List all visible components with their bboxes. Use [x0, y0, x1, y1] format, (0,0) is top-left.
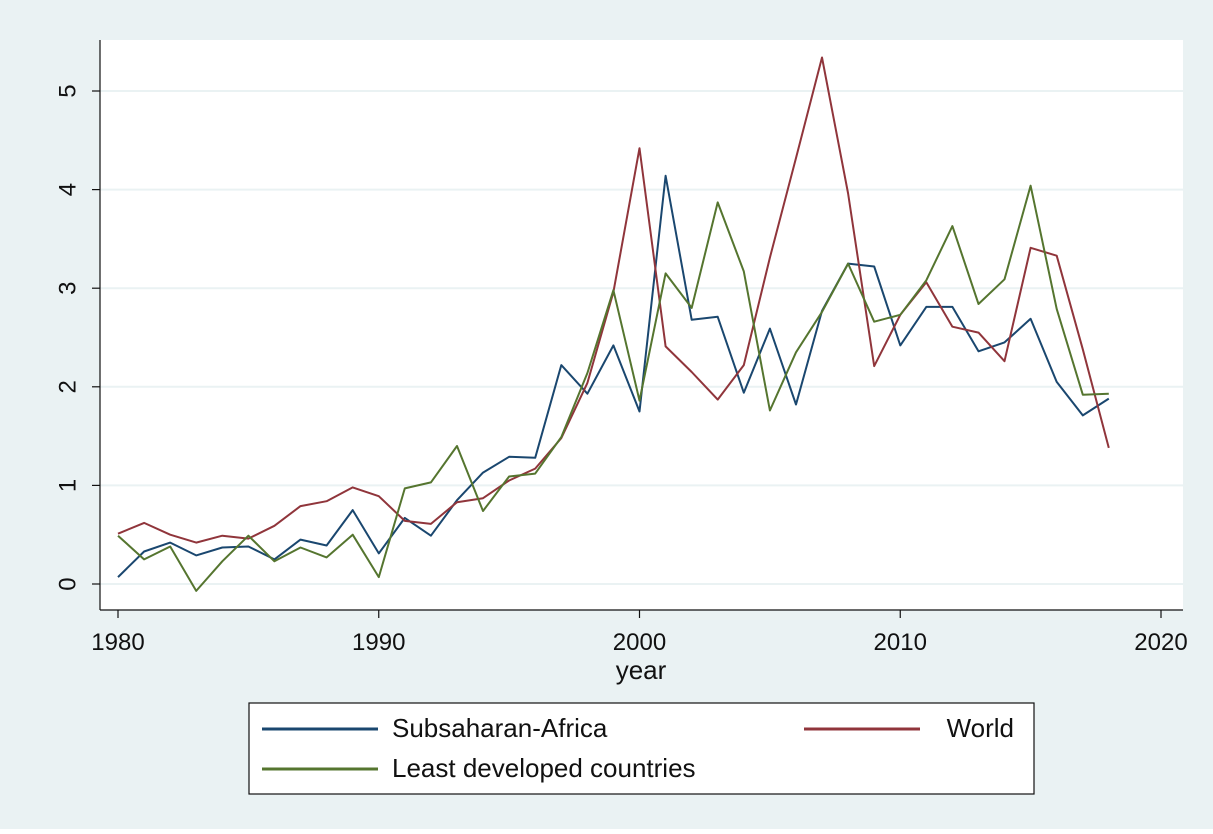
legend-label-subsaharan-africa: Subsaharan-Africa — [392, 713, 608, 743]
x-tick-label: 2000 — [613, 629, 666, 656]
y-tick-label: 2 — [55, 380, 82, 393]
series-line-least-developed-countries — [117, 184, 1109, 592]
y-tick-label: 4 — [55, 183, 82, 196]
y-tick-label: 0 — [55, 577, 82, 590]
legend-label-world: World — [947, 713, 1014, 743]
y-tick-label: 5 — [55, 84, 82, 97]
y-tick-label: 1 — [55, 479, 82, 492]
plot-background — [100, 40, 1183, 610]
legend-entries: Subsaharan-Africa World Least developed co… — [262, 713, 1014, 783]
axis-layer: 0 1 2 3 4 5 1980 1990 2000 2010 2020 — [55, 84, 1188, 656]
series-layer — [117, 56, 1110, 592]
x-tick-label: 1980 — [91, 629, 144, 656]
y-tick-label: 3 — [55, 282, 82, 295]
x-tick-label: 2010 — [874, 629, 927, 656]
x-tick-label: 2020 — [1134, 629, 1187, 656]
legend-box — [248, 702, 1035, 795]
legend: Subsaharan-Africa World Least developed co… — [248, 702, 1035, 795]
x-tick-label: 1990 — [352, 629, 405, 656]
legend-label-least-developed-countries: Least developed countries — [392, 753, 696, 783]
x-axis-label: year — [616, 655, 667, 685]
series-line-subsaharan-africa — [117, 174, 1110, 578]
